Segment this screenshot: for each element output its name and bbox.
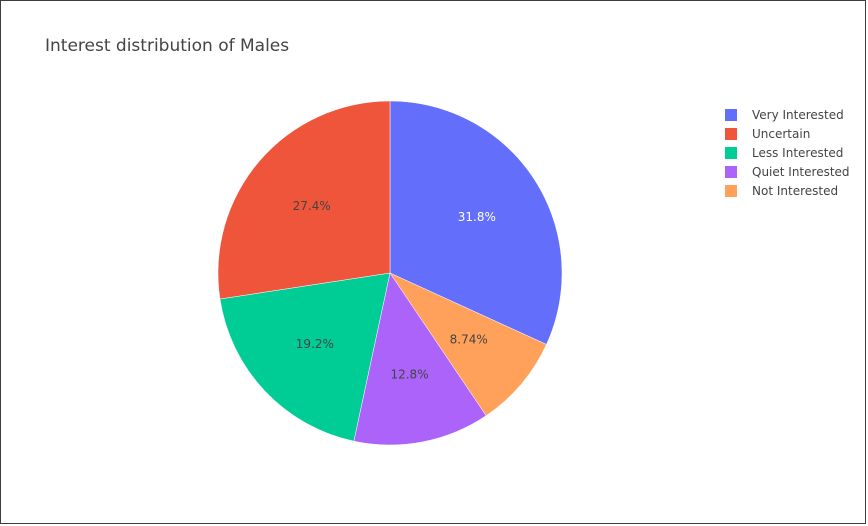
pie-slice-quiet-interested[interactable] bbox=[353, 272, 487, 446]
pie-slice-labels: 31.8% 8.74% 12.8% 19.2% 27.4% bbox=[293, 199, 496, 382]
legend-label: Not Interested bbox=[752, 184, 838, 198]
pie-slice-not-interested[interactable] bbox=[389, 272, 547, 416]
legend-label: Uncertain bbox=[752, 127, 810, 141]
legend-swatch bbox=[725, 166, 737, 178]
legend-swatch bbox=[725, 147, 737, 159]
pie-slices bbox=[217, 100, 563, 446]
slice-label-quiet-interested: 12.8% bbox=[390, 367, 428, 381]
pie-slice-very-interested[interactable] bbox=[389, 100, 563, 345]
slice-label-not-interested: 8.74% bbox=[450, 333, 488, 347]
legend-item-not-interested[interactable]: Not Interested bbox=[725, 184, 838, 198]
legend-label: Quiet Interested bbox=[752, 165, 850, 179]
legend: Very Interested Uncertain Less Interested Q… bbox=[725, 108, 850, 198]
legend-item-less-interested[interactable]: Less Interested bbox=[725, 146, 843, 160]
legend-label: Less Interested bbox=[752, 146, 843, 160]
slice-label-less-interested: 19.2% bbox=[296, 337, 334, 351]
chart-title: Interest distribution of Males bbox=[45, 36, 289, 56]
legend-swatch bbox=[725, 185, 737, 197]
pie-slice-uncertain[interactable] bbox=[217, 100, 391, 300]
legend-item-very-interested[interactable]: Very Interested bbox=[725, 108, 844, 122]
slice-label-uncertain: 27.4% bbox=[293, 199, 331, 213]
pie-slice-less-interested[interactable] bbox=[219, 272, 391, 442]
legend-swatch bbox=[725, 128, 737, 140]
legend-item-quiet-interested[interactable]: Quiet Interested bbox=[725, 165, 850, 179]
slice-label-very-interested: 31.8% bbox=[458, 210, 496, 224]
legend-item-uncertain[interactable]: Uncertain bbox=[725, 127, 810, 141]
legend-swatch bbox=[725, 109, 737, 121]
legend-label: Very Interested bbox=[752, 108, 844, 122]
